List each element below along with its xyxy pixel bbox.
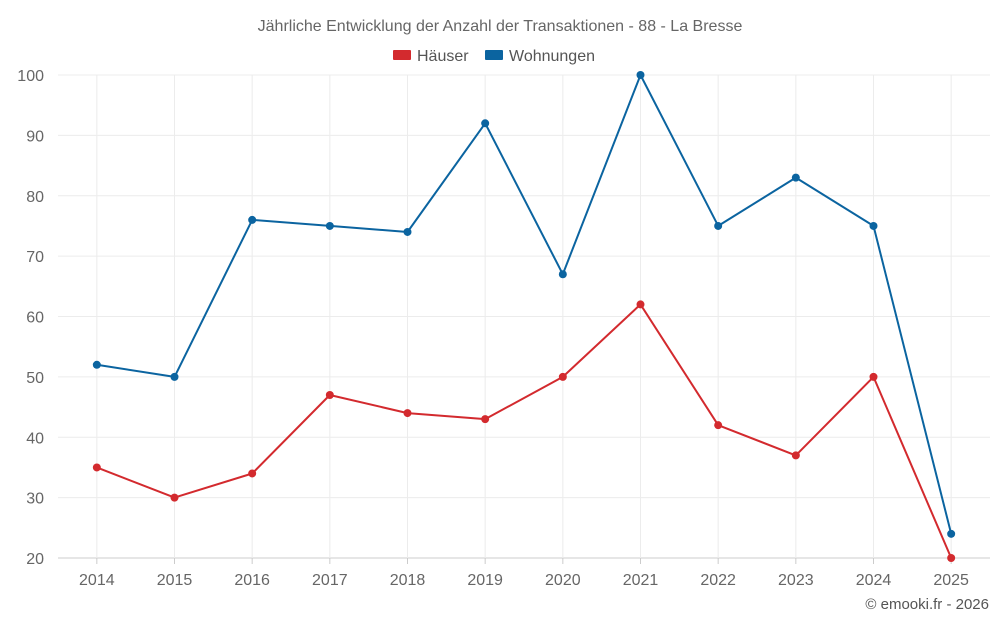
series-wohnungen [92, 71, 956, 538]
data-point-haeuser-2016[interactable] [248, 469, 257, 478]
data-point-wohnungen-2020[interactable] [558, 270, 567, 279]
legend-swatch-haeuser [393, 50, 411, 60]
x-tick-label: 2014 [79, 572, 115, 589]
data-point-wohnungen-2017[interactable] [325, 221, 334, 230]
y-tick-label: 40 [26, 430, 44, 447]
data-point-haeuser-2024[interactable] [869, 372, 878, 381]
legend-swatch-wohnungen [485, 50, 503, 60]
grid [58, 74, 990, 564]
legend-item-wohnungen[interactable]: Wohnungen [485, 48, 595, 65]
data-point-haeuser-2017[interactable] [325, 390, 334, 399]
series [92, 71, 956, 562]
data-point-wohnungen-2021[interactable] [636, 71, 645, 79]
x-tick-label: 2015 [157, 572, 193, 589]
series-line-haeuser [96, 303, 953, 559]
data-point-haeuser-2025[interactable] [947, 554, 956, 562]
data-point-haeuser-2018[interactable] [403, 409, 412, 418]
series-haeuser [92, 300, 956, 562]
legend-item-haeuser[interactable]: Häuser [393, 48, 469, 65]
legend-label-haeuser: Häuser [417, 48, 469, 65]
data-point-haeuser-2014[interactable] [92, 463, 101, 472]
x-tick-label: 2017 [312, 572, 348, 589]
y-tick-label: 100 [17, 68, 44, 85]
data-point-haeuser-2015[interactable] [170, 493, 179, 502]
data-point-haeuser-2020[interactable] [558, 372, 567, 381]
data-point-wohnungen-2023[interactable] [791, 173, 800, 182]
data-point-wohnungen-2025[interactable] [947, 529, 956, 538]
data-point-wohnungen-2015[interactable] [170, 372, 179, 381]
data-point-haeuser-2019[interactable] [481, 415, 490, 424]
y-tick-label: 60 [26, 310, 44, 327]
x-tick-label: 2023 [778, 572, 814, 589]
y-tick-label: 80 [26, 189, 44, 206]
x-tick-label: 2019 [467, 572, 503, 589]
data-point-wohnungen-2018[interactable] [403, 227, 412, 236]
x-tick-label: 2025 [933, 572, 969, 589]
y-tick-label: 20 [26, 551, 44, 568]
x-tick-label: 2016 [234, 572, 270, 589]
data-point-wohnungen-2022[interactable] [714, 221, 723, 230]
y-axis-ticks: 20 30 40 50 60 70 80 90 100 [17, 68, 44, 568]
data-point-haeuser-2022[interactable] [714, 421, 723, 430]
legend: Häuser Wohnungen [393, 48, 595, 65]
data-point-haeuser-2021[interactable] [636, 300, 645, 309]
y-tick-label: 90 [26, 128, 44, 145]
x-axis-ticks: 2014 2015 2016 2017 2018 2019 2020 2021 2022 2023… [79, 572, 969, 589]
chart-title: Jährliche Entwicklung der Anzahl der Tra… [258, 18, 743, 35]
x-tick-label: 2022 [700, 572, 736, 589]
series-line-wohnungen [96, 74, 953, 535]
data-point-wohnungen-2024[interactable] [869, 221, 878, 230]
data-point-wohnungen-2014[interactable] [92, 360, 101, 369]
credit: © emooki.fr - 2026 [865, 596, 989, 613]
x-tick-label: 2018 [390, 572, 426, 589]
data-point-haeuser-2023[interactable] [791, 451, 800, 460]
data-point-wohnungen-2019[interactable] [481, 119, 490, 128]
x-tick-label: 2020 [545, 572, 581, 589]
legend-label-wohnungen: Wohnungen [509, 48, 595, 65]
y-tick-label: 30 [26, 491, 44, 508]
y-tick-label: 50 [26, 370, 44, 387]
y-tick-label: 70 [26, 249, 44, 266]
x-tick-label: 2024 [856, 572, 892, 589]
x-tick-label: 2021 [623, 572, 659, 589]
data-point-wohnungen-2016[interactable] [248, 215, 257, 224]
